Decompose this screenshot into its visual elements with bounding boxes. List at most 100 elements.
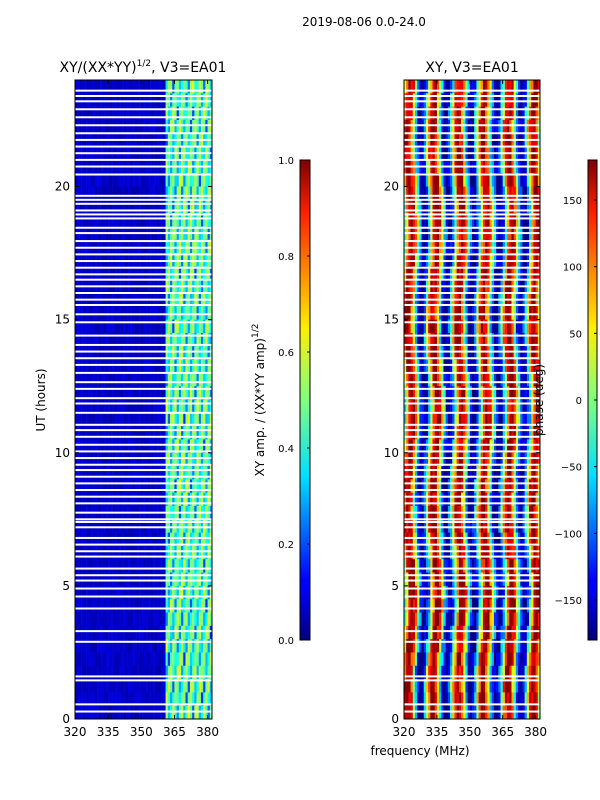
heatmap-cell <box>167 399 171 414</box>
heatmap-cell <box>189 532 193 547</box>
heatmap-cell <box>428 452 431 467</box>
heatmap-cell <box>112 213 116 227</box>
heatmap-cell <box>496 466 499 480</box>
heatmap-cell <box>502 266 506 280</box>
heatmap-cell <box>491 386 495 400</box>
figure-suptitle: 2019-08-06 0.0-24.0 <box>302 15 426 29</box>
heatmap-cell <box>121 492 124 507</box>
heatmap-cell <box>167 332 171 347</box>
heatmap-cell <box>493 372 497 387</box>
heatmap-cell <box>419 186 422 201</box>
heatmap-cell <box>209 399 213 414</box>
heatmap-cell <box>493 306 497 320</box>
heatmap-cell <box>450 239 453 254</box>
heatmap-cell <box>134 532 138 547</box>
heatmap-cell <box>432 332 436 347</box>
heatmap-cell <box>502 239 506 254</box>
heatmap-cell <box>192 519 195 533</box>
heatmap-cell <box>509 439 512 454</box>
heatmap-cell <box>500 213 504 227</box>
heatmap-cell <box>524 466 528 480</box>
heatmap-cell <box>502 173 506 187</box>
heatmap-cell <box>152 399 155 414</box>
heatmap-cell <box>121 119 124 134</box>
heatmap-cell <box>88 399 91 414</box>
heatmap-cell <box>463 386 466 400</box>
heatmap-cell <box>77 439 80 454</box>
heatmap-cell <box>125 532 129 547</box>
heatmap-cell <box>463 372 466 387</box>
heatmap-cell <box>174 119 177 134</box>
heatmap-cell <box>205 372 208 387</box>
heatmap-cell <box>404 239 407 254</box>
heatmap-cell <box>423 479 427 493</box>
heatmap-cell <box>176 452 180 467</box>
heatmap-cell <box>145 386 149 400</box>
heatmap-cell <box>432 399 436 414</box>
heatmap-cell <box>94 186 98 201</box>
heatmap-cell <box>141 319 144 334</box>
heatmap-cell <box>194 572 197 587</box>
heatmap-cell <box>170 612 173 627</box>
data-gap <box>75 278 212 281</box>
heatmap-cell <box>132 346 135 360</box>
heatmap-cell <box>174 253 177 267</box>
heatmap-cell <box>119 439 122 454</box>
heatmap-cell <box>529 426 532 440</box>
heatmap-cell <box>198 80 202 94</box>
heatmap-cell <box>176 665 180 680</box>
heatmap-cell <box>417 186 420 201</box>
heatmap-cell <box>154 119 158 134</box>
heatmap-cell <box>192 439 195 454</box>
heatmap-cell <box>502 399 506 414</box>
heatmap-cell <box>174 346 177 360</box>
heatmap-cell <box>421 213 425 227</box>
heatmap-cell <box>404 93 407 107</box>
heatmap-cell <box>83 532 87 547</box>
heatmap-cell <box>513 439 517 454</box>
heatmap-cell <box>425 266 429 280</box>
heatmap-cell <box>158 253 162 267</box>
heatmap-cell <box>158 679 162 693</box>
heatmap-cell <box>436 399 440 414</box>
heatmap-cell <box>156 466 160 480</box>
heatmap-cell <box>92 492 96 507</box>
heatmap-cell <box>147 186 151 201</box>
heatmap-cell <box>533 173 536 187</box>
heatmap-cell <box>165 213 169 227</box>
heatmap-cell <box>90 239 93 254</box>
heatmap-cell <box>207 479 211 493</box>
heatmap-cell <box>141 439 144 454</box>
heatmap-cell <box>94 359 98 374</box>
heatmap-cell <box>130 559 133 573</box>
heatmap-cell <box>141 253 144 267</box>
heatmap-cell <box>119 266 122 280</box>
heatmap-cell <box>472 173 475 187</box>
heatmap-cell <box>496 186 499 201</box>
heatmap-cell <box>458 213 462 227</box>
heatmap-cell <box>205 412 208 427</box>
heatmap-cell <box>79 652 82 667</box>
heatmap-cell <box>161 545 164 560</box>
heatmap-cell <box>412 306 416 320</box>
heatmap-cell <box>152 199 155 214</box>
heatmap-cell <box>408 399 411 414</box>
heatmap-cell <box>421 306 425 320</box>
heatmap-cell <box>469 426 473 440</box>
heatmap-cell <box>176 519 180 533</box>
heatmap-cell <box>163 80 166 94</box>
heatmap-cell <box>189 572 193 587</box>
heatmap-cell <box>152 692 155 706</box>
heatmap-cell <box>108 239 111 254</box>
heatmap-cell <box>434 452 438 467</box>
heatmap-cell <box>472 199 475 214</box>
heatmap-cell <box>134 479 138 493</box>
heatmap-cell <box>447 359 451 374</box>
heatmap-cell <box>504 106 508 121</box>
heatmap-cell <box>165 106 169 121</box>
heatmap-cell <box>491 106 495 121</box>
heatmap-cell <box>463 319 466 334</box>
heatmap-cell <box>178 599 182 613</box>
heatmap-cell <box>194 319 197 334</box>
heatmap-cell <box>172 106 175 121</box>
